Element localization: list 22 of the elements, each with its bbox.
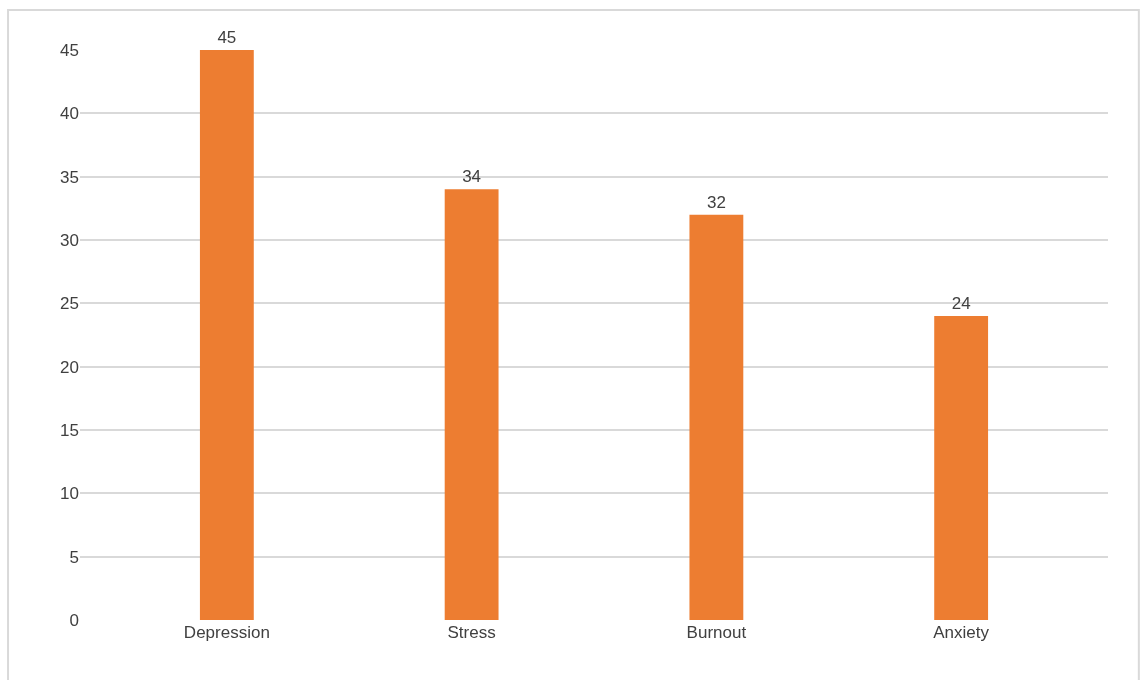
x-tick-label: Depression [183,623,270,642]
y-tick-label: 35 [60,167,79,187]
y-tick-label: 45 [60,40,79,60]
y-tick-label: 15 [60,420,79,440]
x-tick-label: Anxiety [933,623,990,642]
bar [199,50,254,620]
y-tick-label: 25 [60,294,79,314]
data-label: 34 [462,167,482,187]
y-tick-label: 0 [69,610,79,630]
bar [444,189,499,620]
y-tick-label: 5 [69,547,79,567]
data-label: 32 [706,192,726,212]
y-tick-label: 40 [60,104,79,124]
bar [934,316,989,620]
data-label: 45 [217,28,237,47]
data-label: 24 [951,294,971,313]
y-tick-label: 10 [60,484,79,504]
bar [689,214,744,620]
y-tick-label: 30 [60,230,79,250]
x-tick-label: Stress [447,623,496,642]
y-tick-label: 20 [60,357,79,377]
x-tick-label: Burnout [686,623,747,642]
